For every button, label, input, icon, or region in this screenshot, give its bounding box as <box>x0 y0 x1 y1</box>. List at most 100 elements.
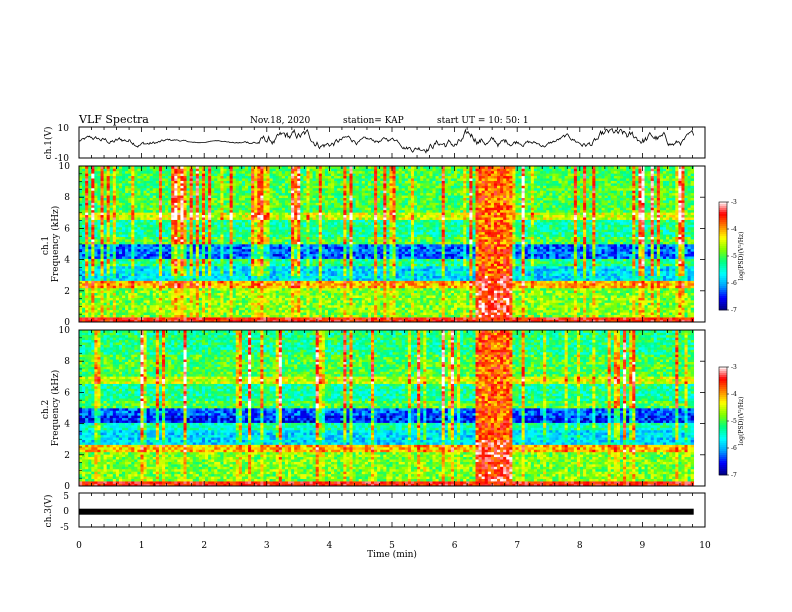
spectrogram-cell <box>125 310 128 313</box>
spectrogram-cell <box>666 312 669 315</box>
spectrogram-cell <box>162 305 165 308</box>
spectrogram-cell <box>168 307 171 310</box>
spectrogram-cell <box>629 315 632 318</box>
spectrogram-cell <box>122 307 125 310</box>
spectrogram-cell <box>386 317 389 320</box>
spectrogram-cell <box>500 305 503 308</box>
spectrogram-cell <box>353 315 356 318</box>
spectrogram-cell <box>217 305 220 308</box>
spectrogram-cell <box>205 305 208 308</box>
spectrogram-cell <box>537 317 540 320</box>
spectrogram-cell <box>648 315 651 318</box>
spectrogram-cell <box>399 305 402 308</box>
spectrogram-cell <box>128 312 131 315</box>
spectrogram-cell <box>359 312 362 315</box>
spectrogram-cell <box>236 317 239 320</box>
spectrogram-cell <box>463 310 466 313</box>
spectrogram-cell <box>94 303 97 306</box>
spectrogram-cell <box>349 312 352 315</box>
spectrogram-cell <box>227 312 230 315</box>
spectrogram-cell <box>334 303 337 306</box>
ch1-ytick-top: 10 <box>58 124 70 134</box>
spectrogram-cell <box>479 317 482 320</box>
spectrogram-cell <box>423 307 426 310</box>
spectrogram-cell <box>605 315 608 318</box>
spectrogram-cell <box>423 305 426 308</box>
spectrogram-cell <box>417 317 420 320</box>
spectrogram-cell <box>162 307 165 310</box>
spectrogram-cell <box>236 310 239 313</box>
spectrogram-cell <box>242 303 245 306</box>
spectrogram-cell <box>522 315 525 318</box>
spectrogram-cell <box>220 310 223 313</box>
spectrogram-cell <box>534 317 537 320</box>
spectrogram-cell <box>205 310 208 313</box>
spectrogram-cell <box>193 305 196 308</box>
spectrogram-cell <box>122 305 125 308</box>
spectrogram-cell <box>193 317 196 320</box>
spectrogram-cell <box>595 305 598 308</box>
spectrogram-cell <box>94 307 97 310</box>
spectrogram-cell <box>79 315 82 318</box>
spectrogram-cell <box>614 317 617 320</box>
spectrogram-cell <box>239 305 242 308</box>
spectrogram-cell <box>174 307 177 310</box>
spectrogram-cell <box>276 317 279 320</box>
spectrogram-cell <box>199 317 202 320</box>
spectrogram-cell <box>571 305 574 308</box>
spectrogram-cell <box>374 312 377 315</box>
spectrogram-cell <box>460 307 463 310</box>
spectrogram-cell <box>580 307 583 310</box>
spectrogram-cell <box>119 303 122 306</box>
spectrogram-cell <box>353 307 356 310</box>
spectrogram-cell <box>285 303 288 306</box>
spectrogram-cell <box>208 317 211 320</box>
spectrogram-cell <box>638 317 641 320</box>
spectrogram-cell <box>617 307 620 310</box>
spectrogram-cell <box>386 312 389 315</box>
spectrogram-cell <box>242 317 245 320</box>
spectrogram-cell <box>134 317 137 320</box>
spectrogram-cell <box>494 317 497 320</box>
spectrogram-cell <box>134 315 137 318</box>
spectrogram-cell <box>254 307 257 310</box>
spectrogram-cell <box>137 307 140 310</box>
spectrogram-cell <box>525 310 528 313</box>
spectrogram-cell <box>214 315 217 318</box>
spectrogram-cell <box>306 315 309 318</box>
spectrogram-cell <box>429 305 432 308</box>
spectrogram-cell <box>279 307 282 310</box>
spectrogram-cell <box>276 307 279 310</box>
spectrogram-cell <box>190 315 193 318</box>
spectrogram-cell <box>273 307 276 310</box>
spectrogram-cell <box>469 315 472 318</box>
spectrogram-cell <box>497 305 500 308</box>
spectrogram-cell <box>632 312 635 315</box>
spectrogram-cell <box>85 312 88 315</box>
spectrogram-cell <box>331 317 334 320</box>
spectrogram-cell <box>482 310 485 313</box>
spectrogram-cell <box>651 317 654 320</box>
spectrogram-cell <box>681 315 684 318</box>
ch1-spectrogram-panel: 0246810 ch.1 Frequency (kHz) <box>41 162 705 328</box>
spectrogram-cell <box>263 315 266 318</box>
spectrogram-cell <box>144 305 147 308</box>
spectrogram-cell <box>691 305 694 308</box>
spectrogram-cell <box>482 315 485 318</box>
spectrogram-cell <box>223 310 226 313</box>
spectrogram-cell <box>691 310 694 313</box>
spectrogram-cell <box>144 307 147 310</box>
spectrogram-cell <box>202 307 205 310</box>
spectrogram-cell <box>420 307 423 310</box>
spectrogram-cell <box>104 305 107 308</box>
spectrogram-cell <box>196 303 199 306</box>
spectrogram-cell <box>654 310 657 313</box>
spectrogram-cell <box>365 317 368 320</box>
spectrogram-cell <box>562 307 565 310</box>
spectrogram-cell <box>657 315 660 318</box>
spectrogram-cell <box>356 317 359 320</box>
spectrogram-cell <box>417 305 420 308</box>
spectrogram-cell <box>537 310 540 313</box>
spectrogram-cell <box>469 310 472 313</box>
spectrogram-cell <box>568 305 571 308</box>
